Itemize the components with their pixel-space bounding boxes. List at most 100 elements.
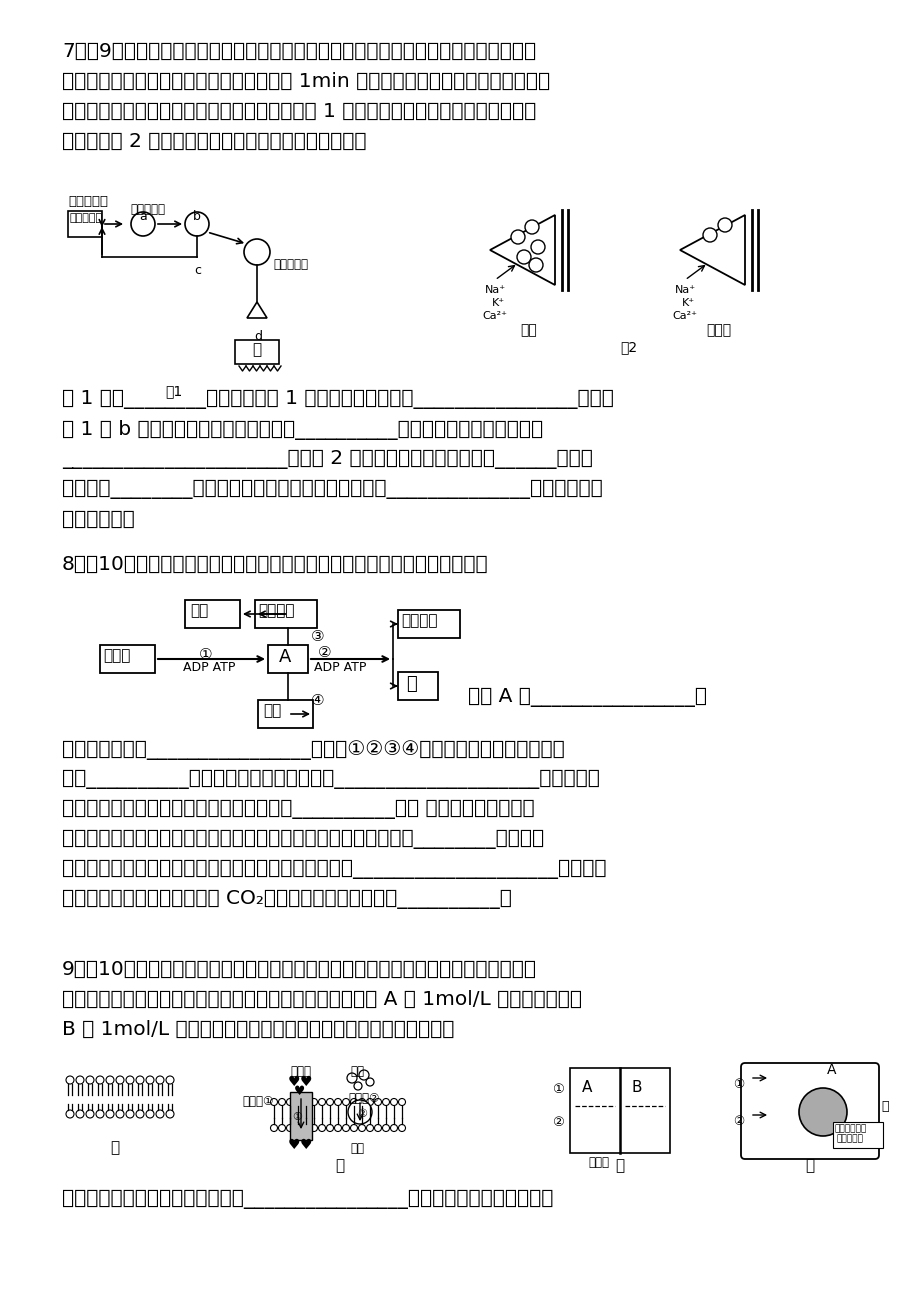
Circle shape bbox=[335, 1125, 341, 1131]
Text: 图 1 中 b 处给予有效刺激，还可在图中__________点检测到电位变化，原因是: 图 1 中 b 处给予有效刺激，还可在图中__________点检测到电位变化，… bbox=[62, 421, 542, 440]
Text: ①: ① bbox=[551, 1083, 563, 1096]
Text: 的特殊功能: 的特殊功能 bbox=[836, 1134, 863, 1143]
Circle shape bbox=[326, 1125, 334, 1131]
Circle shape bbox=[85, 1075, 94, 1085]
Text: 的是__________，可在人体细胞中进行的是____________________。苹果贮藏: 的是__________，可在人体细胞中进行的是________________… bbox=[62, 769, 599, 789]
Circle shape bbox=[116, 1111, 124, 1118]
Text: ①: ① bbox=[199, 647, 212, 661]
Circle shape bbox=[165, 1075, 174, 1085]
Bar bbox=[289, 1092, 312, 1141]
Text: 乙: 乙 bbox=[335, 1157, 345, 1173]
Bar bbox=[398, 672, 437, 700]
Text: 的联系有关。: 的联系有关。 bbox=[62, 510, 134, 529]
Text: B: B bbox=[631, 1079, 641, 1095]
Circle shape bbox=[326, 1099, 334, 1105]
Text: 葡萄糖: 葡萄糖 bbox=[103, 648, 130, 663]
Circle shape bbox=[358, 1099, 365, 1105]
Bar bbox=[267, 644, 308, 673]
Circle shape bbox=[530, 240, 544, 254]
Text: 正常: 正常 bbox=[520, 323, 537, 337]
Bar bbox=[100, 644, 154, 673]
Text: ♥: ♥ bbox=[288, 1075, 301, 1088]
Text: 膜: 膜 bbox=[880, 1100, 888, 1113]
Text: 甲: 甲 bbox=[110, 1141, 119, 1155]
Text: 9．（10分）下图甲表示由磷脂分子合成的人工膜的结构示意图，下图乙表示人的红细: 9．（10分）下图甲表示由磷脂分子合成的人工膜的结构示意图，下图乙表示人的红细 bbox=[62, 960, 537, 979]
Polygon shape bbox=[246, 302, 267, 318]
Text: 二氧化碳: 二氧化碳 bbox=[257, 603, 294, 618]
Bar bbox=[398, 611, 460, 638]
Circle shape bbox=[354, 1082, 361, 1090]
Circle shape bbox=[126, 1075, 134, 1085]
Circle shape bbox=[76, 1111, 84, 1118]
Text: 其产生的部位是________________。反应①②③④中，必须在有氧条件下进行: 其产生的部位是________________。反应①②③④中，必须在有氧条件下… bbox=[62, 740, 564, 760]
Text: 运动神经元: 运动神经元 bbox=[273, 258, 308, 271]
Bar bbox=[570, 1068, 669, 1154]
Text: ______________________。由图 2 可知，习惯化后轴突末梢处______内流减: ______________________。由图 2 可知，习惯化后轴突末梢处… bbox=[62, 450, 592, 469]
Circle shape bbox=[342, 1125, 349, 1131]
Text: 鳃: 鳃 bbox=[252, 342, 261, 357]
Text: 图1: 图1 bbox=[165, 384, 182, 398]
Bar bbox=[185, 600, 240, 628]
Bar bbox=[832, 1122, 882, 1148]
Circle shape bbox=[311, 1125, 317, 1131]
Text: 水: 水 bbox=[405, 674, 416, 693]
Text: 食贮藏过程中有时会发生粮堆湿度增大现象，这是因为____________________。如果有: 食贮藏过程中有时会发生粮堆湿度增大现象，这是因为________________… bbox=[62, 861, 606, 879]
Circle shape bbox=[366, 1099, 373, 1105]
Circle shape bbox=[294, 1099, 301, 1105]
Circle shape bbox=[165, 1111, 174, 1118]
Text: Ca²⁺: Ca²⁺ bbox=[671, 311, 697, 322]
Circle shape bbox=[116, 1075, 124, 1085]
Circle shape bbox=[270, 1099, 278, 1105]
Text: b: b bbox=[193, 210, 200, 223]
Circle shape bbox=[702, 228, 716, 242]
Circle shape bbox=[294, 1125, 301, 1131]
Circle shape bbox=[398, 1099, 405, 1105]
Text: ②: ② bbox=[357, 1109, 367, 1118]
Text: ADP ATP: ADP ATP bbox=[313, 661, 366, 674]
Circle shape bbox=[516, 250, 530, 264]
Text: 二氧化碳: 二氧化碳 bbox=[401, 613, 437, 628]
Text: ♥: ♥ bbox=[300, 1075, 312, 1088]
Text: K⁺: K⁺ bbox=[492, 298, 505, 309]
Text: A: A bbox=[826, 1062, 835, 1077]
Text: 乳酸: 乳酸 bbox=[349, 1065, 364, 1078]
Circle shape bbox=[286, 1099, 293, 1105]
Circle shape bbox=[136, 1111, 144, 1118]
Text: K⁺: K⁺ bbox=[681, 298, 695, 309]
Circle shape bbox=[278, 1099, 285, 1105]
Text: 葡萄糖: 葡萄糖 bbox=[289, 1065, 311, 1078]
Text: Na⁺: Na⁺ bbox=[484, 285, 505, 296]
Circle shape bbox=[350, 1125, 357, 1131]
Text: A: A bbox=[582, 1079, 592, 1095]
Text: 图2: 图2 bbox=[619, 340, 637, 354]
Circle shape bbox=[374, 1125, 381, 1131]
Text: 丁: 丁 bbox=[804, 1157, 813, 1173]
Bar bbox=[68, 211, 102, 237]
Text: 中间神经元: 中间神经元 bbox=[130, 203, 165, 216]
Polygon shape bbox=[679, 215, 744, 285]
Circle shape bbox=[96, 1111, 104, 1118]
Circle shape bbox=[358, 1070, 369, 1079]
Circle shape bbox=[270, 1125, 278, 1131]
Circle shape bbox=[318, 1125, 325, 1131]
Bar bbox=[255, 600, 317, 628]
Circle shape bbox=[510, 230, 525, 243]
Text: 感觉神经元: 感觉神经元 bbox=[70, 214, 103, 223]
Polygon shape bbox=[490, 215, 554, 285]
Circle shape bbox=[185, 212, 209, 236]
Circle shape bbox=[286, 1125, 293, 1131]
Circle shape bbox=[390, 1099, 397, 1105]
Circle shape bbox=[76, 1075, 84, 1085]
Circle shape bbox=[347, 1100, 371, 1124]
Circle shape bbox=[382, 1125, 389, 1131]
Circle shape bbox=[358, 1125, 365, 1131]
Text: 8．（10分）生物体内葡萄糖分解代谢过程的图解如下，据图回答下列问题：: 8．（10分）生物体内葡萄糖分解代谢过程的图解如下，据图回答下列问题： bbox=[62, 555, 488, 574]
Text: 氧呼吸和无氧呼吸产生等量的 CO₂，所消耗的葡萄糖之比为__________。: 氧呼吸和无氧呼吸产生等量的 CO₂，所消耗的葡萄糖之比为__________。 bbox=[62, 891, 511, 909]
Circle shape bbox=[366, 1078, 374, 1086]
Circle shape bbox=[244, 240, 269, 266]
Text: 图 1 中有________种神经元。图 1 中反射弧的效应器为________________。若在: 图 1 中有________种神经元。图 1 中反射弧的效应器为________… bbox=[62, 391, 613, 409]
Circle shape bbox=[366, 1125, 373, 1131]
Circle shape bbox=[85, 1111, 94, 1118]
Circle shape bbox=[311, 1099, 317, 1105]
Text: ②: ② bbox=[551, 1116, 563, 1129]
